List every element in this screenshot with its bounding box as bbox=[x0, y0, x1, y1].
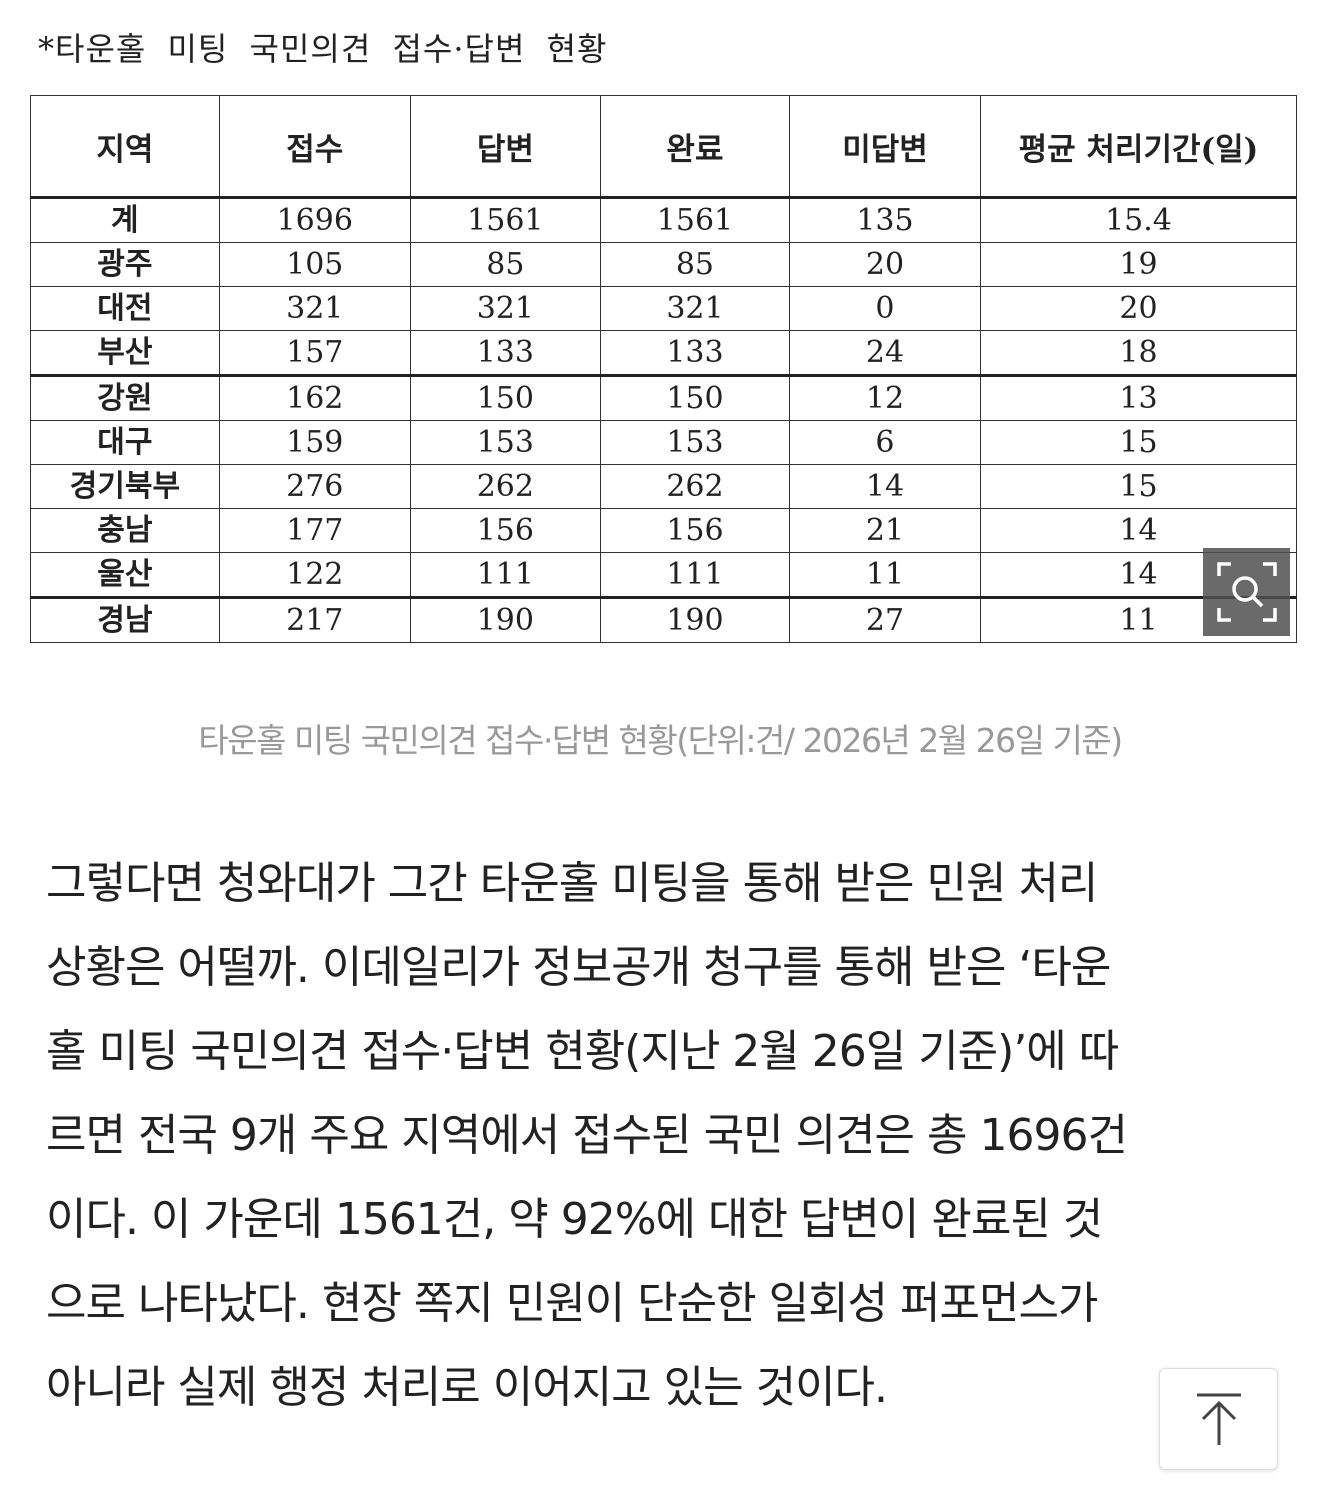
article-line: 그렇다면 청와대가 그간 타운홀 미팅을 통해 받은 민원 처리 bbox=[46, 858, 1098, 909]
value-cell: 1696 bbox=[218, 197, 411, 243]
value-cell: 321 bbox=[409, 286, 601, 331]
table-row: 강원 162 150 150 12 13 bbox=[30, 375, 1298, 421]
data-table: 지역 접수 답변 완료 미답변 평균 처리기간(일) 계 1696 1561 1561 135 15… bbox=[30, 95, 1298, 643]
table-row: 광주 105 85 85 20 19 bbox=[30, 242, 1298, 287]
column-header: 평균 처리기간(일) bbox=[979, 95, 1298, 199]
table-row: 울산 122 111 111 11 14 bbox=[30, 552, 1298, 599]
region-cell: 광주 bbox=[30, 242, 220, 287]
value-cell: 27 bbox=[789, 597, 981, 643]
value-cell: 15 bbox=[979, 420, 1298, 465]
value-cell: 19 bbox=[979, 242, 1298, 287]
value-cell: 133 bbox=[599, 330, 791, 377]
value-cell: 157 bbox=[218, 330, 411, 377]
image-caption: 타운홀 미팅 국민의견 접수·답변 현황(단위:건/ 2026년 2월 26일 … bbox=[198, 721, 1123, 760]
value-cell: 105 bbox=[218, 242, 411, 287]
value-cell: 85 bbox=[409, 242, 601, 287]
value-cell: 190 bbox=[409, 597, 601, 643]
region-cell: 계 bbox=[30, 197, 220, 243]
value-cell: 20 bbox=[789, 242, 981, 287]
table-row: 대구 159 153 153 6 15 bbox=[30, 420, 1298, 465]
value-cell: 20 bbox=[979, 286, 1298, 331]
arrow-up-to-top-icon bbox=[1196, 1393, 1241, 1445]
table-row: 충남 177 156 156 21 14 bbox=[30, 508, 1298, 553]
table-header-row: 지역 접수 답변 완료 미답변 평균 처리기간(일) bbox=[30, 95, 1298, 199]
value-cell: 321 bbox=[599, 286, 791, 331]
table-figure: *타운홀 미팅 국민의견 접수·답변 현황 지역 접수 답변 완료 미답변 평균 처리기간… bbox=[0, 0, 1320, 660]
value-cell: 0 bbox=[789, 286, 981, 331]
column-header: 답변 bbox=[409, 95, 601, 199]
value-cell: 14 bbox=[979, 508, 1298, 553]
magnify-icon bbox=[1216, 562, 1277, 622]
column-header: 접수 bbox=[218, 95, 411, 199]
region-cell: 경남 bbox=[30, 597, 220, 643]
value-cell: 262 bbox=[599, 464, 791, 509]
region-cell: 대전 bbox=[30, 286, 220, 331]
value-cell: 14 bbox=[789, 464, 981, 509]
region-cell: 경기북부 bbox=[30, 464, 220, 509]
table-row: 경남 217 190 190 27 11 bbox=[30, 597, 1298, 643]
value-cell: 21 bbox=[789, 508, 981, 553]
value-cell: 15 bbox=[979, 464, 1298, 509]
value-cell: 156 bbox=[599, 508, 791, 553]
value-cell: 18 bbox=[979, 330, 1298, 377]
article-line: 홀 미팅 국민의견 접수·답변 현황(지난 2월 26일 기준)’에 따 bbox=[46, 1026, 1119, 1077]
value-cell: 122 bbox=[218, 552, 411, 599]
value-cell: 177 bbox=[218, 508, 411, 553]
table-row: 대전 321 321 321 0 20 bbox=[30, 286, 1298, 331]
value-cell: 190 bbox=[599, 597, 791, 643]
table-row: 계 1696 1561 1561 135 15.4 bbox=[30, 197, 1298, 243]
column-header: 미답변 bbox=[789, 95, 981, 199]
column-header: 지역 bbox=[30, 95, 220, 199]
article-line: 상황은 어떨까. 이데일리가 정보공개 청구를 통해 받은 ‘타운 bbox=[46, 942, 1111, 993]
figure-title: *타운홀 미팅 국민의견 접수·답변 현황 bbox=[38, 30, 608, 68]
value-cell: 135 bbox=[789, 197, 981, 243]
value-cell: 159 bbox=[218, 420, 411, 465]
value-cell: 262 bbox=[409, 464, 601, 509]
article-line: 이다. 이 가운데 1561건, 약 92%에 대한 답변이 완료된 것 bbox=[46, 1194, 1103, 1245]
article-line: 아니라 실제 행정 처리로 이어지고 있는 것이다. bbox=[46, 1362, 888, 1413]
value-cell: 24 bbox=[789, 330, 981, 377]
value-cell: 15.4 bbox=[979, 197, 1298, 243]
value-cell: 1561 bbox=[599, 197, 791, 243]
zoom-image-button[interactable] bbox=[1203, 548, 1290, 636]
value-cell: 153 bbox=[409, 420, 601, 465]
value-cell: 11 bbox=[789, 552, 981, 599]
value-cell: 162 bbox=[218, 375, 411, 421]
value-cell: 111 bbox=[599, 552, 791, 599]
value-cell: 1561 bbox=[409, 197, 601, 243]
article-line: 르면 전국 9개 주요 지역에서 접수된 국민 의견은 총 1696건 bbox=[46, 1110, 1128, 1161]
value-cell: 133 bbox=[409, 330, 601, 377]
value-cell: 6 bbox=[789, 420, 981, 465]
value-cell: 321 bbox=[218, 286, 411, 331]
value-cell: 13 bbox=[979, 375, 1298, 421]
region-cell: 대구 bbox=[30, 420, 220, 465]
value-cell: 111 bbox=[409, 552, 601, 599]
value-cell: 85 bbox=[599, 242, 791, 287]
value-cell: 150 bbox=[409, 375, 601, 421]
value-cell: 276 bbox=[218, 464, 411, 509]
article-line: 으로 나타났다. 현장 쪽지 민원이 단순한 일회성 퍼포먼스가 bbox=[46, 1278, 1098, 1329]
region-cell: 강원 bbox=[30, 375, 220, 421]
region-cell: 울산 bbox=[30, 552, 220, 599]
table-row: 경기북부 276 262 262 14 15 bbox=[30, 464, 1298, 509]
region-cell: 부산 bbox=[30, 330, 220, 377]
value-cell: 217 bbox=[218, 597, 411, 643]
value-cell: 150 bbox=[599, 375, 791, 421]
column-header: 완료 bbox=[599, 95, 791, 199]
table-row: 부산 157 133 133 24 18 bbox=[30, 330, 1298, 377]
value-cell: 156 bbox=[409, 508, 601, 553]
region-cell: 충남 bbox=[30, 508, 220, 553]
scroll-to-top-button[interactable] bbox=[1159, 1368, 1278, 1470]
value-cell: 12 bbox=[789, 375, 981, 421]
value-cell: 153 bbox=[599, 420, 791, 465]
